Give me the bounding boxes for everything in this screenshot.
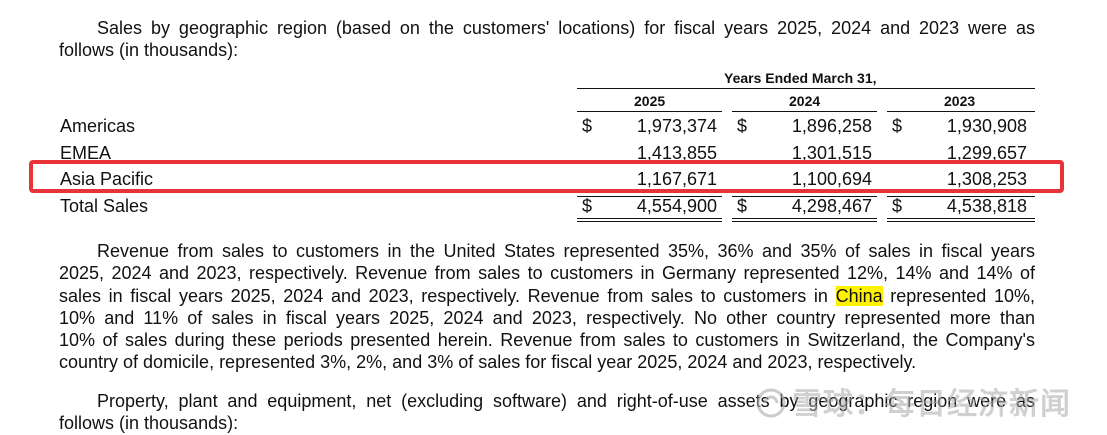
total-double-rule-c: [732, 218, 877, 219]
top-fragment: " ": [60, 0, 90, 4]
total-double-rule-e: [887, 218, 1035, 219]
watermark-text: 雪球：每日经济新闻: [792, 388, 1071, 421]
property-line-1: Property, plant and equipment, net (excl…: [97, 391, 1035, 411]
currency-symbol: $: [737, 116, 748, 136]
asia-pacific-2023: 1,308,253: [946, 169, 1027, 189]
currency-symbol: $: [582, 116, 593, 136]
watermark: 雪球：每日经济新闻: [756, 379, 1071, 423]
asia-pacific-2025: 1,167,671: [636, 169, 717, 189]
total-top-rule-2025: [577, 196, 722, 197]
year-rule-2023: [887, 111, 1035, 112]
snowball-logo-icon: [756, 388, 786, 418]
header-rule: [577, 88, 1035, 89]
year-header-2023: 2023: [944, 93, 976, 109]
row-label-emea: EMEA: [60, 143, 112, 160]
intro-line-2: follows (in thousands):: [59, 40, 239, 61]
currency-symbol: $: [582, 196, 593, 216]
period-header: Years Ended March 31,: [724, 70, 877, 86]
revenue-line-2: 2025, 2024 and 2023, respectively. Reven…: [59, 263, 1035, 284]
total-double-rule-d: [732, 221, 877, 222]
row-label-americas: Americas: [60, 116, 136, 136]
total-double-rule-b: [577, 221, 722, 222]
year-rule-2024: [732, 111, 877, 112]
currency-symbol: $: [737, 196, 748, 216]
row-label-asia-pacific: Asia Pacific: [60, 169, 154, 189]
revenue-line-6: country of domicile, represented 3%, 2%,…: [59, 352, 917, 373]
year-header-2024: 2024: [789, 93, 821, 109]
americas-2023: 1,930,908: [946, 116, 1027, 136]
total-2024: 4,298,467: [791, 196, 872, 216]
total-2025: 4,554,900: [636, 196, 717, 216]
americas-2024: 1,896,258: [791, 116, 872, 136]
intro-line-1: Sales by geographic region (based on the…: [97, 18, 1035, 38]
property-line-2: follows (in thousands):: [59, 413, 239, 434]
year-rule-2025: [577, 111, 722, 112]
currency-symbol: $: [892, 116, 903, 136]
emea-row-clip: EMEA 1,413,855 1,301,515 1,299,657: [0, 141, 1107, 160]
total-double-rule-f: [887, 221, 1035, 222]
total-top-rule-2024: [732, 196, 877, 197]
emea-2024: 1,301,515: [791, 143, 872, 160]
currency-symbol: $: [892, 196, 903, 216]
revenue-line-3: sales in fiscal years 2025, 2024 and 202…: [59, 285, 1035, 307]
americas-2025: 1,973,374: [636, 116, 717, 136]
emea-2023: 1,299,657: [946, 143, 1027, 160]
total-top-rule-2023: [887, 196, 1035, 197]
year-header-2025: 2025: [634, 93, 666, 109]
revenue-line-3-post: represented 10%,: [890, 285, 1035, 306]
revenue-paragraph: Revenue from sales to customers in the U…: [59, 240, 1035, 374]
property-paragraph: Property, plant and equipment, net (excl…: [59, 390, 1035, 435]
emea-2025: 1,413,855: [636, 143, 717, 160]
intro-paragraph: Sales by geographic region (based on the…: [59, 17, 1035, 62]
revenue-line-5: 10% of sales during these periods presen…: [59, 330, 1035, 351]
asia-pacific-2024: 1,100,694: [791, 169, 872, 189]
revenue-line-4: 10% and 11% of sales in fiscal years 202…: [59, 307, 1035, 328]
total-double-rule-a: [577, 218, 722, 219]
revenue-line-3-pre: sales in fiscal years 2025, 2024 and 202…: [59, 285, 828, 306]
row-label-total-sales: Total Sales: [60, 196, 149, 216]
total-2023: 4,538,818: [946, 196, 1027, 216]
revenue-line-1: Revenue from sales to customers in the U…: [97, 241, 1035, 261]
highlighted-word: China: [835, 285, 883, 306]
highlight-box: [29, 160, 1064, 193]
